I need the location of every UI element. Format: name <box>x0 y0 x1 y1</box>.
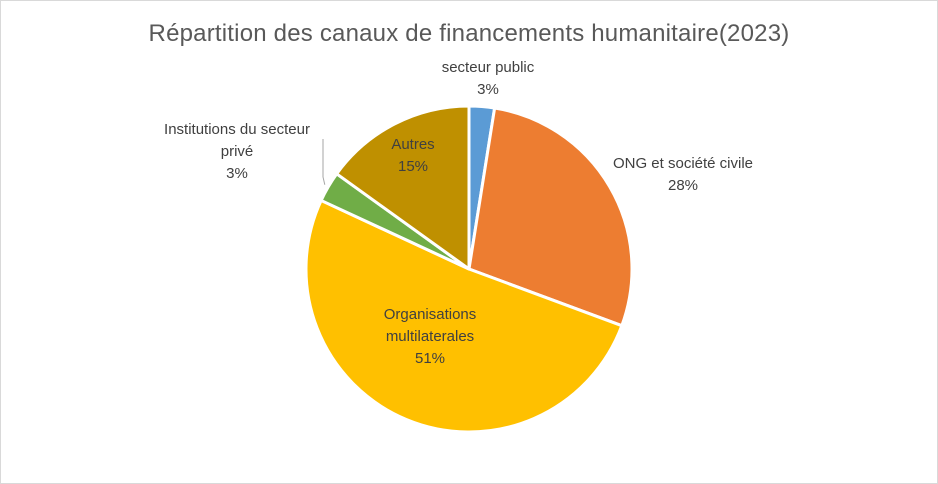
slice-name-label: Autres <box>391 136 434 153</box>
slice-percent-label: 3% <box>226 165 248 182</box>
slice-name-label: Institutions du secteur <box>164 121 310 138</box>
slice-name-label: privé <box>221 143 254 160</box>
slice-percent-label: 28% <box>668 177 698 194</box>
slice-name-label: Organisations <box>384 306 477 323</box>
pie-slice-autres <box>335 104 471 271</box>
data-label-organisations-multilaterales: Organisations multilaterales 51% <box>384 306 477 367</box>
leader-line <box>322 139 326 185</box>
data-label-secteur-public: secteur public 3% <box>442 59 535 98</box>
data-label-ong-et-soci-t-civile: ONG et société civile 28% <box>613 155 753 194</box>
pie-slice-ong-et-soci-t-civile <box>467 106 634 328</box>
data-label-autres: Autres 15% <box>391 136 434 175</box>
slice-name-label: secteur public <box>442 59 535 76</box>
slice-percent-label: 51% <box>415 350 445 367</box>
chart-title: Répartition des canaux de financements h… <box>148 20 790 47</box>
slice-name-label: ONG et société civile <box>613 155 753 172</box>
data-label-institutions-du-secteur-priv-: Institutions du secteur privé 3% <box>164 121 310 182</box>
pie-slice-organisations-multilaterales <box>304 198 624 434</box>
slice-percent-label: 15% <box>398 158 428 175</box>
slice-percent-label: 3% <box>477 81 499 98</box>
slice-name-label: multilaterales <box>386 328 474 345</box>
